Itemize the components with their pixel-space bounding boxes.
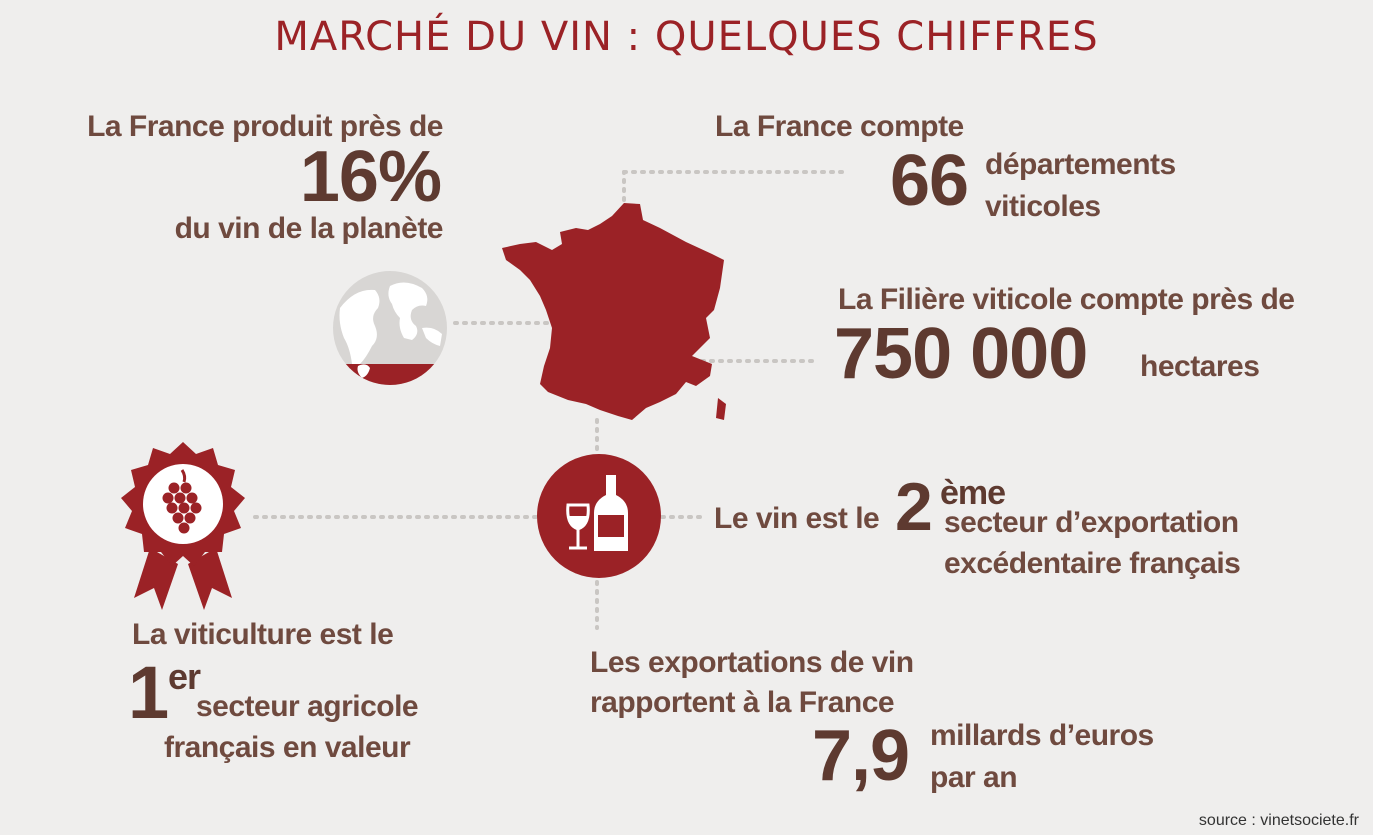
export-value-unit1: millards d’euros [930,719,1154,752]
hectares-unit: hectares [1140,350,1260,383]
wine-glass-bottle-icon [537,454,661,578]
export-value-line1: Les exportations de vin [590,646,914,679]
france-map-icon [502,203,726,420]
source-credit: source : vinetsociete.fr [1198,812,1359,829]
agriculture-line1: La viticulture est le [132,618,394,651]
export-rank-prefix: Le vin est le [714,502,880,535]
production-line2: du vin de la planète [174,212,444,245]
export-rank-number: 2 [895,469,933,545]
export-value-number: 7,9 [812,716,910,796]
production-line1: La France produit près de [87,110,443,143]
production-number: 16% [299,137,442,217]
departments-line3: viticoles [985,190,1101,223]
agriculture-suffix: er [168,656,201,697]
agriculture-line3: français en valeur [164,731,411,764]
export-rank-line3: excédentaire français [944,547,1241,580]
agriculture-line2: secteur agricole [196,690,419,723]
export-rank-suffix: ème [940,474,1006,512]
departments-line2: départements [985,148,1176,181]
globe-icon [333,271,447,385]
departments-number: 66 [890,141,969,221]
hectares-line1: La Filière viticole compte près de [838,283,1295,316]
grape-medal-icon [121,442,245,610]
export-value-unit2: par an [930,761,1018,794]
departments-line1: La France compte [715,110,964,143]
export-value-line2: rapportent à la France [590,686,895,719]
agriculture-number: 1 [128,651,169,734]
export-rank-line2: secteur d’exportation [944,506,1239,539]
page-title: MARCHÉ DU VIN : QUELQUES CHIFFRES [274,14,1099,60]
hectares-number: 750 000 [834,314,1088,394]
